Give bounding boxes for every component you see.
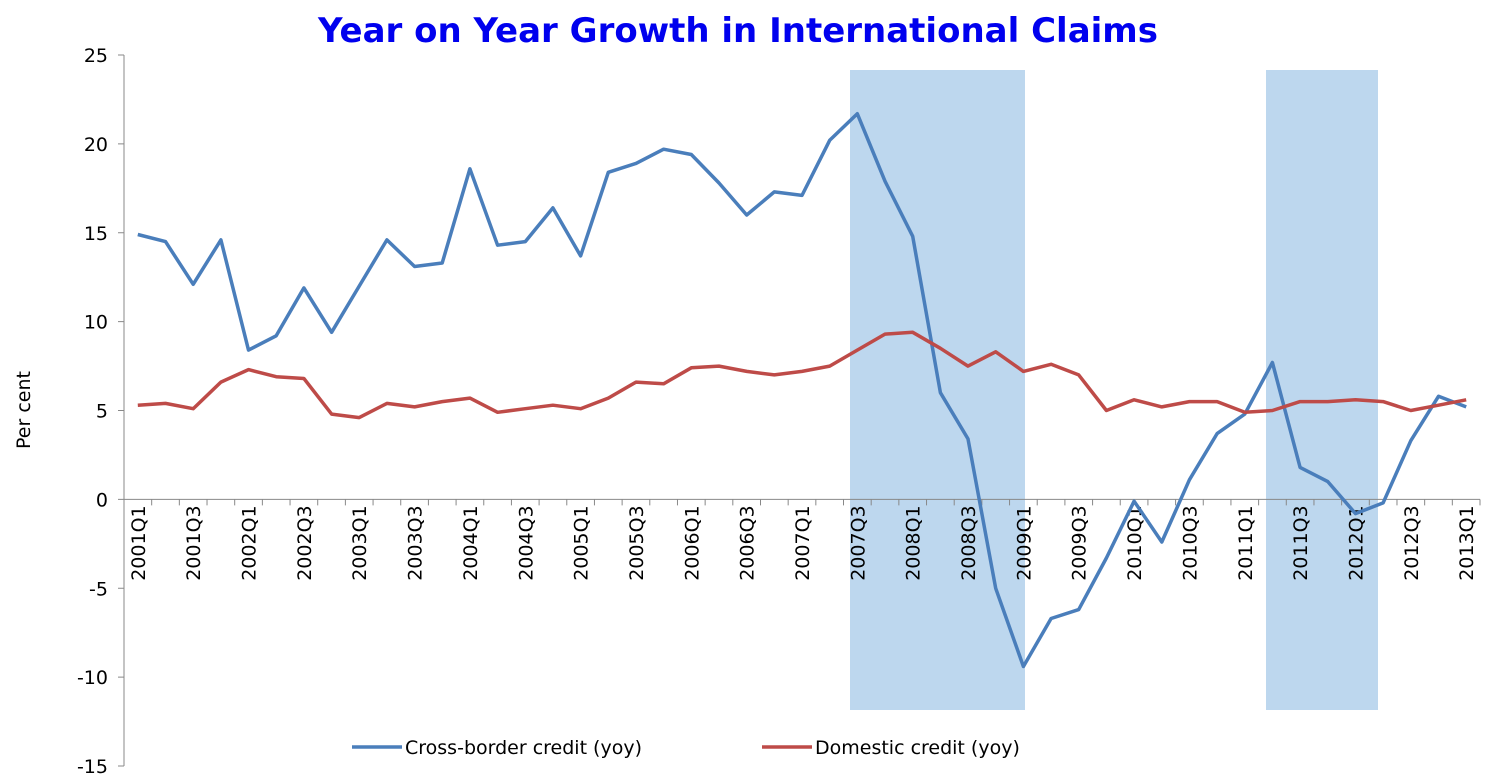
x-tick-label: 2002Q3 <box>294 505 316 580</box>
legend-label: Cross-border credit (yoy) <box>405 737 642 759</box>
x-tick-label: 2003Q3 <box>405 505 427 580</box>
x-tick-label: 2008Q3 <box>958 505 980 580</box>
x-tick-label: 2009Q3 <box>1069 505 1091 580</box>
series-line <box>137 330 1467 420</box>
x-tick-label: 2010Q1 <box>1124 505 1146 580</box>
y-axis-label: Per cent <box>13 371 35 449</box>
x-tick-label: 2006Q1 <box>681 505 703 580</box>
x-tick-label: 2004Q3 <box>515 505 537 580</box>
y-tick-label: 15 <box>84 223 108 245</box>
shaded-period <box>1266 70 1378 710</box>
x-tick-label: 2002Q1 <box>239 505 261 580</box>
legend-label: Domestic credit (yoy) <box>815 737 1020 759</box>
chart-title: Year on Year Growth in International Cla… <box>317 11 1158 51</box>
x-tick-label: 2007Q1 <box>792 505 814 580</box>
y-tick-label: -10 <box>77 667 108 689</box>
x-tick-label: 2003Q1 <box>349 505 371 580</box>
y-tick-label: -15 <box>77 756 108 778</box>
x-tick-label: 2009Q1 <box>1013 505 1035 580</box>
x-tick-label: 2007Q3 <box>847 505 869 580</box>
y-tick-label: 25 <box>84 45 108 67</box>
y-tick-label: 20 <box>84 134 108 156</box>
x-tick-label: 2012Q1 <box>1345 505 1367 580</box>
x-tick-label: 2011Q1 <box>1235 505 1257 580</box>
x-tick-label: 2008Q1 <box>903 505 925 580</box>
y-tick-label: 10 <box>84 312 108 334</box>
shaded-period <box>850 70 1025 710</box>
x-tick-label: 2004Q1 <box>460 505 482 580</box>
y-tick-label: -5 <box>89 578 108 600</box>
x-tick-label: 2010Q3 <box>1179 505 1201 580</box>
x-tick-label: 2011Q3 <box>1290 505 1312 580</box>
x-tick-label: 2013Q1 <box>1456 505 1478 580</box>
x-tick-label: 2005Q3 <box>626 505 648 580</box>
x-tick-label: 2001Q1 <box>128 505 150 580</box>
x-tick-label: 2006Q3 <box>737 505 759 580</box>
x-tick-label: 2012Q3 <box>1401 505 1423 580</box>
y-tick-label: 5 <box>96 401 108 423</box>
y-tick-label: 0 <box>96 489 108 511</box>
x-tick-label: 2005Q1 <box>571 505 593 580</box>
series-line <box>137 111 1467 669</box>
x-tick-label: 2001Q3 <box>183 505 205 580</box>
